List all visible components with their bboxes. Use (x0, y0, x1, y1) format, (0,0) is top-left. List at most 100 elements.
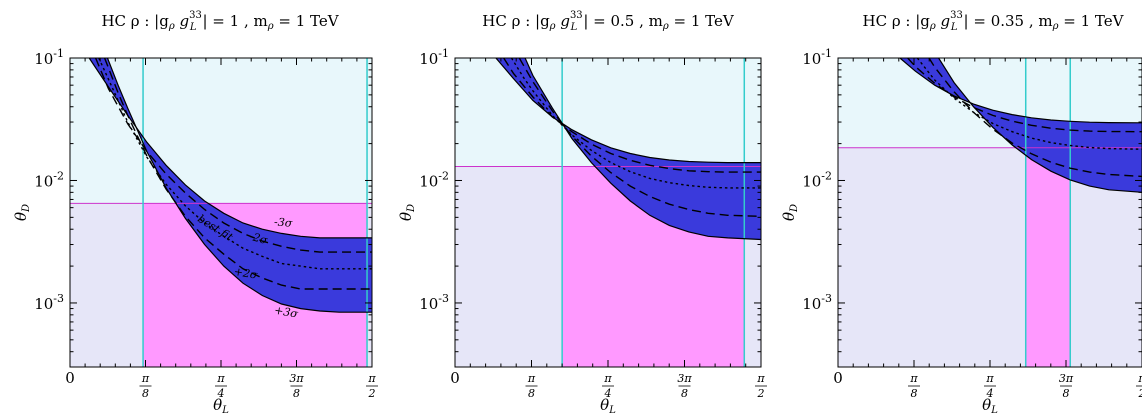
y-tick-base: 10 (802, 50, 821, 68)
x-tick-denominator: 8 (911, 387, 918, 400)
title-text: HC ρ : |g (101, 12, 169, 30)
y-tick-label: 10-2 (34, 169, 64, 190)
y-tick-exponent: -1 (821, 47, 832, 60)
x-tick-numerator: 3π (677, 372, 692, 385)
x-axis-label-symbol: θ (600, 396, 609, 414)
y-tick-base: 10 (419, 172, 438, 190)
x-axis-label: θL (213, 396, 229, 414)
y-axis-label-symbol: θ (780, 212, 798, 221)
title-subscript: L (570, 22, 578, 33)
x-axis-label-symbol: θ (982, 396, 991, 414)
x-axis-label-symbol: θ (213, 396, 222, 414)
x-tick-numerator: 3π (1059, 372, 1074, 385)
plot-area (838, 58, 1142, 367)
title-text: | = 1 , m (202, 12, 267, 30)
x-tick-numerator: π (527, 372, 536, 385)
x-tick-numerator: π (985, 372, 994, 385)
y-tick-base: 10 (802, 295, 821, 313)
x-tick-denominator: 8 (681, 387, 688, 400)
title-superscript: 33 (950, 10, 963, 21)
title-text: HC ρ : |g (863, 12, 931, 30)
x-tick-numerator: π (216, 372, 225, 385)
title-text: g (556, 12, 570, 30)
y-tick-label: 10-3 (802, 292, 832, 313)
y-tick-exponent: -3 (53, 292, 64, 305)
x-tick-denominator: 8 (293, 387, 300, 400)
y-axis-label: θD (12, 204, 32, 221)
y-axis-label-subscript: D (789, 204, 800, 213)
y-tick-base: 10 (34, 295, 53, 313)
y-axis-label-symbol: θ (12, 212, 30, 221)
y-tick-base: 10 (419, 295, 438, 313)
x-tick-numerator: 3π (289, 372, 304, 385)
x-axis-label-subscript: L (221, 405, 229, 414)
title-superscript: 33 (189, 10, 202, 21)
y-axis-label: θD (780, 204, 800, 221)
y-axis-label: θD (397, 204, 417, 221)
y-axis-label-subscript: D (21, 204, 32, 213)
title-text: = 1 TeV (669, 12, 735, 30)
y-tick-exponent: -2 (821, 169, 832, 182)
y-tick-label: 10-1 (34, 47, 64, 68)
x-tick-denominator: 2 (757, 387, 765, 400)
title-text: | = 0.35 , m (964, 12, 1053, 30)
y-tick-base: 10 (419, 50, 438, 68)
x-tick-numerator: π (603, 372, 612, 385)
title-text: g (175, 12, 189, 30)
x-axis-label-subscript: L (990, 405, 998, 414)
title-subscript: L (189, 22, 197, 33)
x-tick-label: 0 (65, 369, 75, 387)
x-tick-denominator: 8 (1063, 387, 1070, 400)
y-tick-base: 10 (34, 50, 53, 68)
y-tick-exponent: -3 (438, 292, 449, 305)
y-axis-label-symbol: θ (397, 212, 415, 221)
y-tick-base: 10 (34, 172, 53, 190)
title-text: g (936, 12, 950, 30)
y-tick-label: 10-2 (419, 169, 449, 190)
title-text: HC ρ : |g (482, 12, 550, 30)
title-text: = 1 TeV (1059, 12, 1125, 30)
title-superscript: 33 (570, 10, 583, 21)
y-tick-label: 10-3 (419, 292, 449, 313)
title-subscript: L (950, 22, 958, 33)
x-axis-label: θL (600, 396, 616, 414)
y-tick-exponent: -3 (821, 292, 832, 305)
x-tick-numerator: π (367, 372, 376, 385)
y-tick-label: 10-3 (34, 292, 64, 313)
plot-area (455, 58, 761, 367)
band-label-0: -3σ (274, 215, 294, 230)
x-tick-label: 0 (833, 369, 843, 387)
x-tick-numerator: π (756, 372, 765, 385)
x-tick-denominator: 2 (1138, 387, 1142, 400)
x-tick-numerator: π (909, 372, 918, 385)
y-tick-exponent: -1 (53, 47, 64, 60)
x-tick-denominator: 2 (368, 387, 376, 400)
title-text: | = 0.5 , m (583, 12, 663, 30)
y-tick-exponent: -2 (53, 169, 64, 182)
x-tick-denominator: 8 (142, 387, 149, 400)
y-axis-label-subscript: D (406, 204, 417, 213)
x-axis-label: θL (982, 396, 998, 414)
y-tick-exponent: -1 (438, 47, 449, 60)
x-tick-denominator: 8 (528, 387, 535, 400)
y-tick-label: 10-1 (419, 47, 449, 68)
y-tick-label: 10-2 (802, 169, 832, 190)
x-axis-label-subscript: L (608, 405, 616, 414)
title-text: = 1 TeV (274, 12, 340, 30)
x-tick-label: 0 (450, 369, 460, 387)
x-tick-numerator: π (141, 372, 150, 385)
y-tick-base: 10 (802, 172, 821, 190)
y-tick-label: 10-1 (802, 47, 832, 68)
x-tick-numerator: π (1137, 372, 1142, 385)
y-tick-exponent: -2 (438, 169, 449, 182)
allowed-region (1026, 148, 1071, 367)
